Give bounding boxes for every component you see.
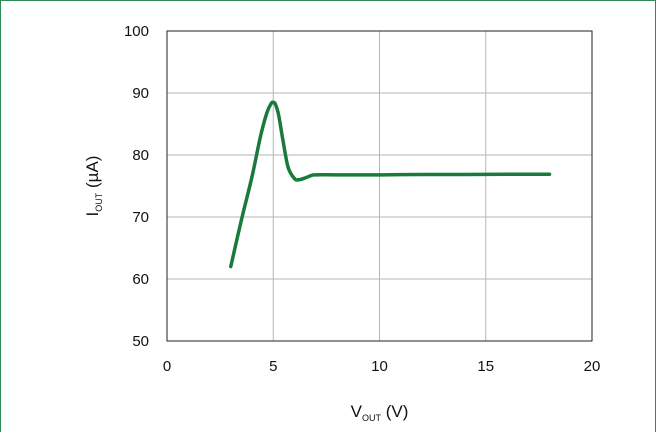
y-axis-title: IOUT (µA): [83, 156, 104, 217]
x-axis-title-main: V: [351, 402, 363, 421]
x-tick-label: 10: [371, 358, 388, 375]
y-tick-label: 60: [132, 271, 149, 288]
y-tick-label: 70: [132, 209, 149, 226]
x-tick-label: 0: [163, 358, 171, 375]
grid: [166, 30, 593, 342]
y-tick-label: 90: [132, 85, 149, 102]
x-tick-label: 15: [477, 358, 494, 375]
y-tick-label: 100: [124, 23, 149, 40]
x-axis-title: VOUT (V): [351, 402, 409, 423]
y-tick-label: 80: [132, 147, 149, 164]
x-tick-labels: 0 5 10 15 20: [163, 358, 601, 375]
x-axis-title-sub: OUT: [362, 413, 382, 423]
x-axis-title-unit: (V): [381, 402, 408, 421]
y-axis-title-sub: OUT: [94, 192, 104, 212]
x-tick-label: 5: [269, 358, 277, 375]
x-tick-label: 20: [584, 358, 601, 375]
plot-border: [166, 30, 593, 342]
series-line: [229, 100, 552, 269]
series-group: [229, 100, 552, 269]
y-axis-title-unit: (µA): [83, 156, 102, 193]
y-axis-title-main: I: [83, 212, 102, 217]
y-tick-labels: 50 60 70 80 90 100: [124, 23, 149, 350]
y-tick-label: 50: [132, 333, 149, 350]
